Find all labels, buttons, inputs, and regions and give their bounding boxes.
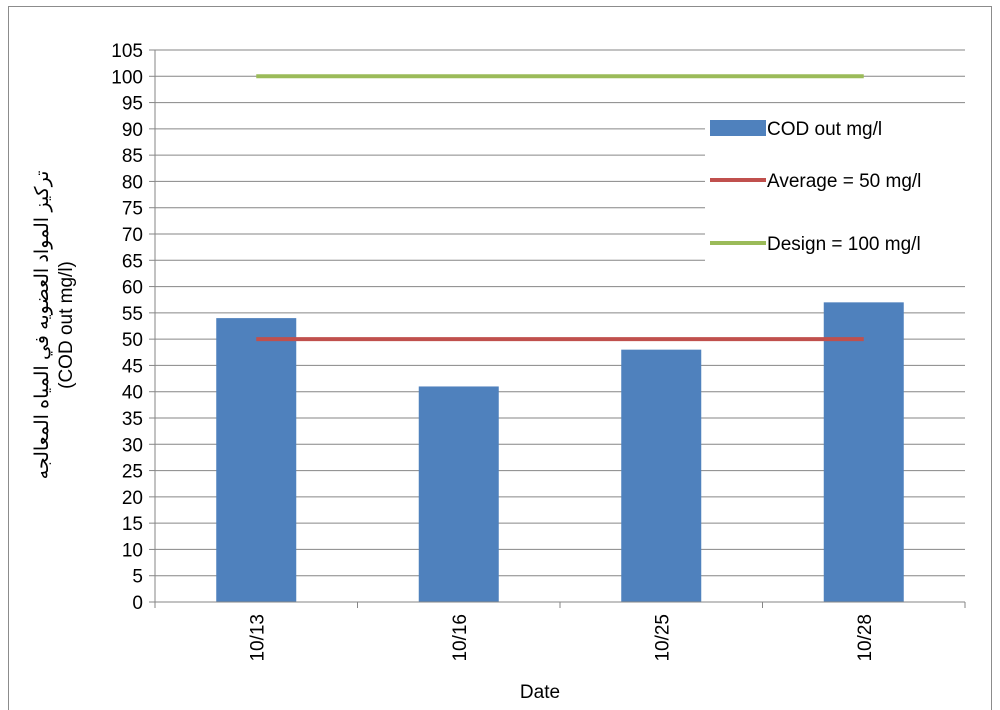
y-tick-label: 70 <box>122 225 143 246</box>
y-tick-label: 85 <box>122 146 143 167</box>
y-tick-label: 35 <box>122 409 143 430</box>
x-tick-label: 10/28 <box>855 614 876 662</box>
axes <box>154 50 966 608</box>
y-tick-label: 5 <box>132 567 143 588</box>
x-tick-label: 10/16 <box>450 614 471 662</box>
bars <box>216 302 904 602</box>
y-tick-label: 80 <box>122 172 143 193</box>
legend-swatch <box>710 120 766 136</box>
y-tick-label: 90 <box>122 120 143 141</box>
legend: COD out mg/l Average = 50 mg/l Design = 10… <box>705 105 967 265</box>
bar <box>216 318 297 602</box>
y-tick-label: 20 <box>122 488 143 509</box>
y-tick-label: 0 <box>132 593 143 614</box>
y-tick-label: 105 <box>111 41 143 62</box>
bar <box>823 302 904 602</box>
x-tick-label: 10/13 <box>247 614 268 662</box>
y-tick-label: 55 <box>122 304 143 325</box>
bar <box>621 349 702 602</box>
x-tick-labels: 10/13 10/16 10/25 10/28 <box>247 614 876 662</box>
y-tick-label: 65 <box>122 251 143 272</box>
y-tick-label: 10 <box>122 540 143 561</box>
y-tick-label: 100 <box>111 67 143 88</box>
legend-entry: COD out mg/l <box>710 119 882 140</box>
legend-entry: Average = 50 mg/l <box>710 171 921 192</box>
x-tick-label: 10/25 <box>652 614 673 662</box>
y-tick-label: 45 <box>122 356 143 377</box>
y-tick-label: 15 <box>122 514 143 535</box>
y-tick-label: 50 <box>122 330 143 351</box>
y-tick-label: 95 <box>122 94 143 115</box>
y-tick-labels: 0 5 10 15 20 25 30 35 40 45 50 55 60 65 70 75 80 85 90 95 10… <box>111 41 143 614</box>
y-axis-title-line1: تركيز المواد العضويه في المياه المعالجه <box>32 171 53 480</box>
y-tick-label: 75 <box>122 199 143 220</box>
legend-label: Average = 50 mg/l <box>767 171 921 192</box>
y-axis-title-line2: (COD out mg/l) <box>56 261 77 389</box>
chart-frame <box>8 6 992 710</box>
series-lines <box>256 74 864 342</box>
bar <box>418 386 499 602</box>
legend-label: COD out mg/l <box>767 119 882 140</box>
y-tick-label: 30 <box>122 435 143 456</box>
y-tick-label: 40 <box>122 383 143 404</box>
legend-entry: Design = 100 mg/l <box>710 234 921 255</box>
y-tick-label: 25 <box>122 462 143 483</box>
y-tick-label: 60 <box>122 278 143 299</box>
legend-label: Design = 100 mg/l <box>767 234 921 255</box>
x-axis-title: Date <box>520 682 560 703</box>
